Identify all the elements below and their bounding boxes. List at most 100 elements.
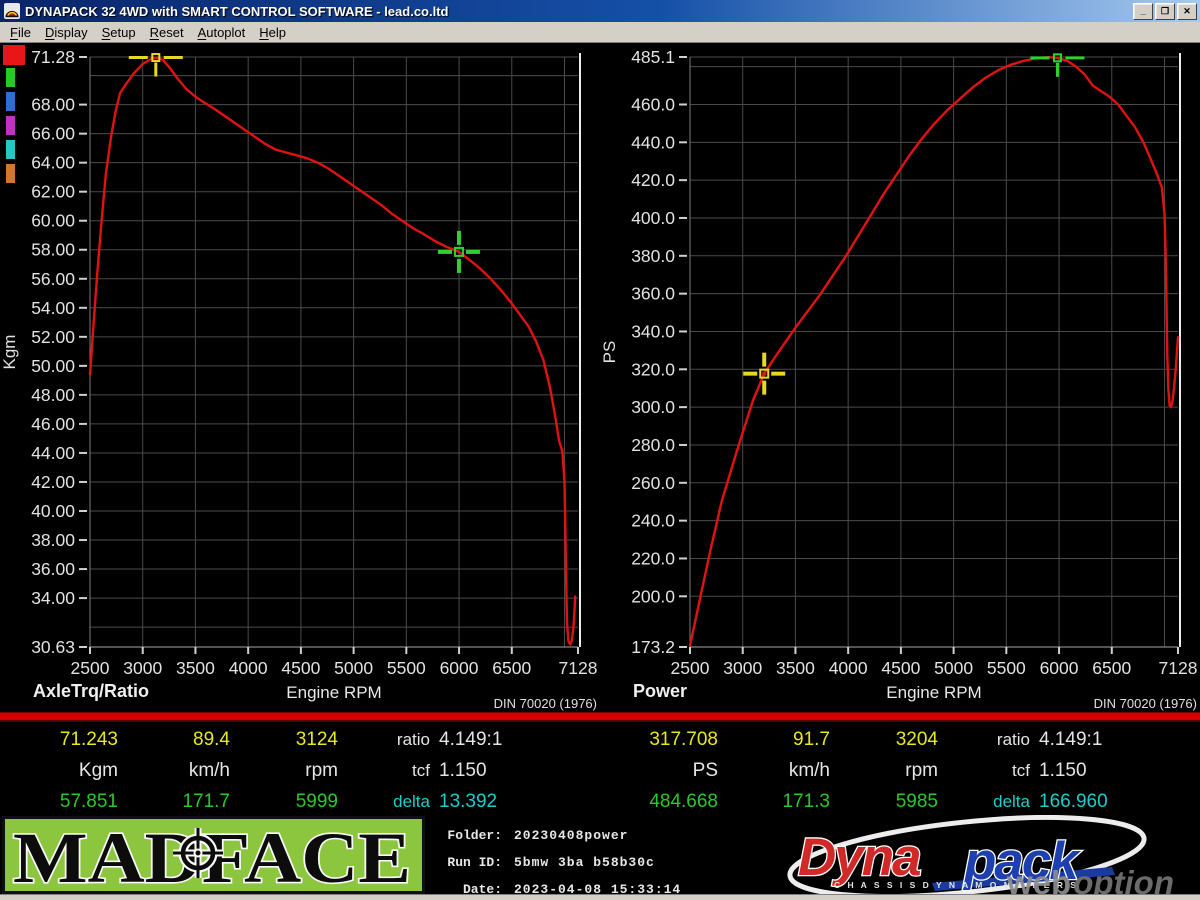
menu-setup[interactable]: Setup xyxy=(101,24,136,40)
power-chart-title: Power xyxy=(633,681,688,701)
delta-value: 166.960 xyxy=(1039,790,1108,812)
cursor1-torque-value: 71.243 xyxy=(59,728,118,750)
legend-swatch-0[interactable] xyxy=(3,45,25,65)
menu-display[interactable]: Display xyxy=(44,24,88,40)
svg-text:40.00: 40.00 xyxy=(31,501,75,521)
minimize-icon: _ xyxy=(1140,6,1146,16)
minimize-button[interactable]: _ xyxy=(1133,3,1153,20)
svg-text:30.63: 30.63 xyxy=(31,637,75,657)
tcf-value: 1.150 xyxy=(1039,759,1087,781)
svg-text:56.00: 56.00 xyxy=(31,269,75,289)
svg-text:3500: 3500 xyxy=(176,658,215,678)
menu-reset[interactable]: Reset xyxy=(149,24,184,40)
svg-text:64.00: 64.00 xyxy=(31,153,75,173)
run-id-label: Run ID: xyxy=(447,855,502,870)
restore-button[interactable]: ❐ xyxy=(1155,3,1175,20)
title-bar[interactable]: DYNAPACK 32 4WD with SMART CONTROL SOFTW… xyxy=(0,0,1200,22)
crosshair-icon xyxy=(173,828,223,878)
svg-text:62.00: 62.00 xyxy=(31,182,75,202)
svg-text:440.0: 440.0 xyxy=(631,132,675,152)
power-x-axis-label: Engine RPM xyxy=(886,683,982,702)
svg-text:3000: 3000 xyxy=(123,658,162,678)
svg-text:60.00: 60.00 xyxy=(31,211,75,231)
svg-text:5500: 5500 xyxy=(387,658,426,678)
app-icon xyxy=(4,3,20,19)
trace-legend xyxy=(2,45,25,188)
svg-text:5000: 5000 xyxy=(934,658,973,678)
close-button[interactable]: ✕ xyxy=(1177,3,1197,20)
ratio-value: 4.149:1 xyxy=(1039,728,1103,750)
svg-text:380.0: 380.0 xyxy=(631,246,675,266)
cursor1-rpm-value: 3124 xyxy=(295,728,338,750)
dynapack-logo: Dyna pack C H A S S I S D Y N A M O M E … xyxy=(787,815,1174,897)
svg-text:Dyna pack: Dyna pack xyxy=(798,828,1081,891)
dynapack-text-pack: pack xyxy=(962,832,1081,891)
tcf-label: tcf xyxy=(412,760,430,780)
cursor1-speed-value: 91.7 xyxy=(793,728,830,750)
svg-text:4500: 4500 xyxy=(881,658,920,678)
cursor1-power-value: 317.708 xyxy=(649,728,718,750)
svg-text:4000: 4000 xyxy=(829,658,868,678)
delta-label: delta xyxy=(993,791,1030,811)
weboption-watermark: weboption xyxy=(1006,864,1174,897)
svg-text:200.0: 200.0 xyxy=(631,586,675,606)
svg-text:400.0: 400.0 xyxy=(631,208,675,228)
svg-text:5500: 5500 xyxy=(987,658,1026,678)
delta-label: delta xyxy=(393,791,430,811)
svg-text:34.00: 34.00 xyxy=(31,588,75,608)
legend-swatch-2[interactable] xyxy=(6,92,15,111)
cursor1-rpm-value: 3204 xyxy=(895,728,938,750)
cursor2-power-value: 484.668 xyxy=(649,790,718,812)
svg-text:58.00: 58.00 xyxy=(31,240,75,260)
cursor2-rpm-value: 5985 xyxy=(895,790,938,812)
svg-text:280.0: 280.0 xyxy=(631,435,675,455)
svg-text:240.0: 240.0 xyxy=(631,511,675,531)
svg-text:38.00: 38.00 xyxy=(31,530,75,550)
svg-text:4000: 4000 xyxy=(229,658,268,678)
cursor2-speed-value: 171.7 xyxy=(182,790,230,812)
cursor2-torque-value: 57.851 xyxy=(59,790,118,812)
menu-autoplot[interactable]: Autoplot xyxy=(197,24,246,40)
svg-text:2500: 2500 xyxy=(671,658,710,678)
svg-text:48.00: 48.00 xyxy=(31,385,75,405)
svg-text:7128: 7128 xyxy=(559,658,598,678)
menu-help[interactable]: Help xyxy=(259,24,287,40)
torque-chart-title: AxleTrq/Ratio xyxy=(33,681,150,701)
folder-label: Folder: xyxy=(447,828,502,843)
speed-unit: km/h xyxy=(788,759,830,781)
svg-text:46.00: 46.00 xyxy=(31,414,75,434)
legend-swatch-3[interactable] xyxy=(6,116,15,135)
run-id-value: 5bmw 3ba b58b30c xyxy=(514,855,655,870)
cursor1-speed-value: 89.4 xyxy=(193,728,230,750)
svg-text:2500: 2500 xyxy=(71,658,110,678)
legend-swatch-5[interactable] xyxy=(6,164,15,183)
restore-icon: ❐ xyxy=(1160,6,1170,16)
delta-value: 13.392 xyxy=(439,790,498,812)
svg-text:PS: PS xyxy=(600,341,619,364)
svg-text:6000: 6000 xyxy=(1040,658,1079,678)
menu-file[interactable]: File xyxy=(10,24,31,40)
svg-text:420.0: 420.0 xyxy=(631,170,675,190)
svg-text:220.0: 220.0 xyxy=(631,548,675,568)
svg-text:71.28: 71.28 xyxy=(31,47,75,67)
dynapack-blue-stripe xyxy=(932,867,1115,891)
svg-text:7128: 7128 xyxy=(1159,658,1198,678)
rpm-unit: rpm xyxy=(905,759,938,781)
legend-swatch-4[interactable] xyxy=(6,140,15,159)
ratio-label: ratio xyxy=(396,729,430,749)
svg-text:173.2: 173.2 xyxy=(631,637,675,657)
dynapack-text-dyna: Dyna xyxy=(798,828,920,887)
svg-text:66.00: 66.00 xyxy=(31,124,75,144)
legend-swatch-1[interactable] xyxy=(6,68,15,87)
svg-text:3500: 3500 xyxy=(776,658,815,678)
torque-din-standard: DIN 70020 (1976) xyxy=(493,696,597,711)
folder-row: Folder: 20230408power xyxy=(436,822,681,849)
svg-text:52.00: 52.00 xyxy=(31,327,75,347)
ratio-label: ratio xyxy=(996,729,1030,749)
power-readout-panel: 317.708 91.7 3204 ratio 4.149:1 PS km/h … xyxy=(600,724,1200,817)
torque-unit: Kgm xyxy=(78,759,118,781)
power-chart: 485.1 460.0 440.0 420.0 400.0 380.0 360.0 340.0… xyxy=(600,47,1198,678)
svg-text:485.1: 485.1 xyxy=(631,47,675,67)
folder-value: 20230408power xyxy=(514,828,629,843)
